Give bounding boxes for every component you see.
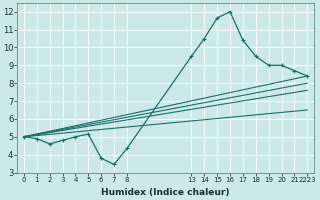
X-axis label: Humidex (Indice chaleur): Humidex (Indice chaleur) (101, 188, 230, 197)
